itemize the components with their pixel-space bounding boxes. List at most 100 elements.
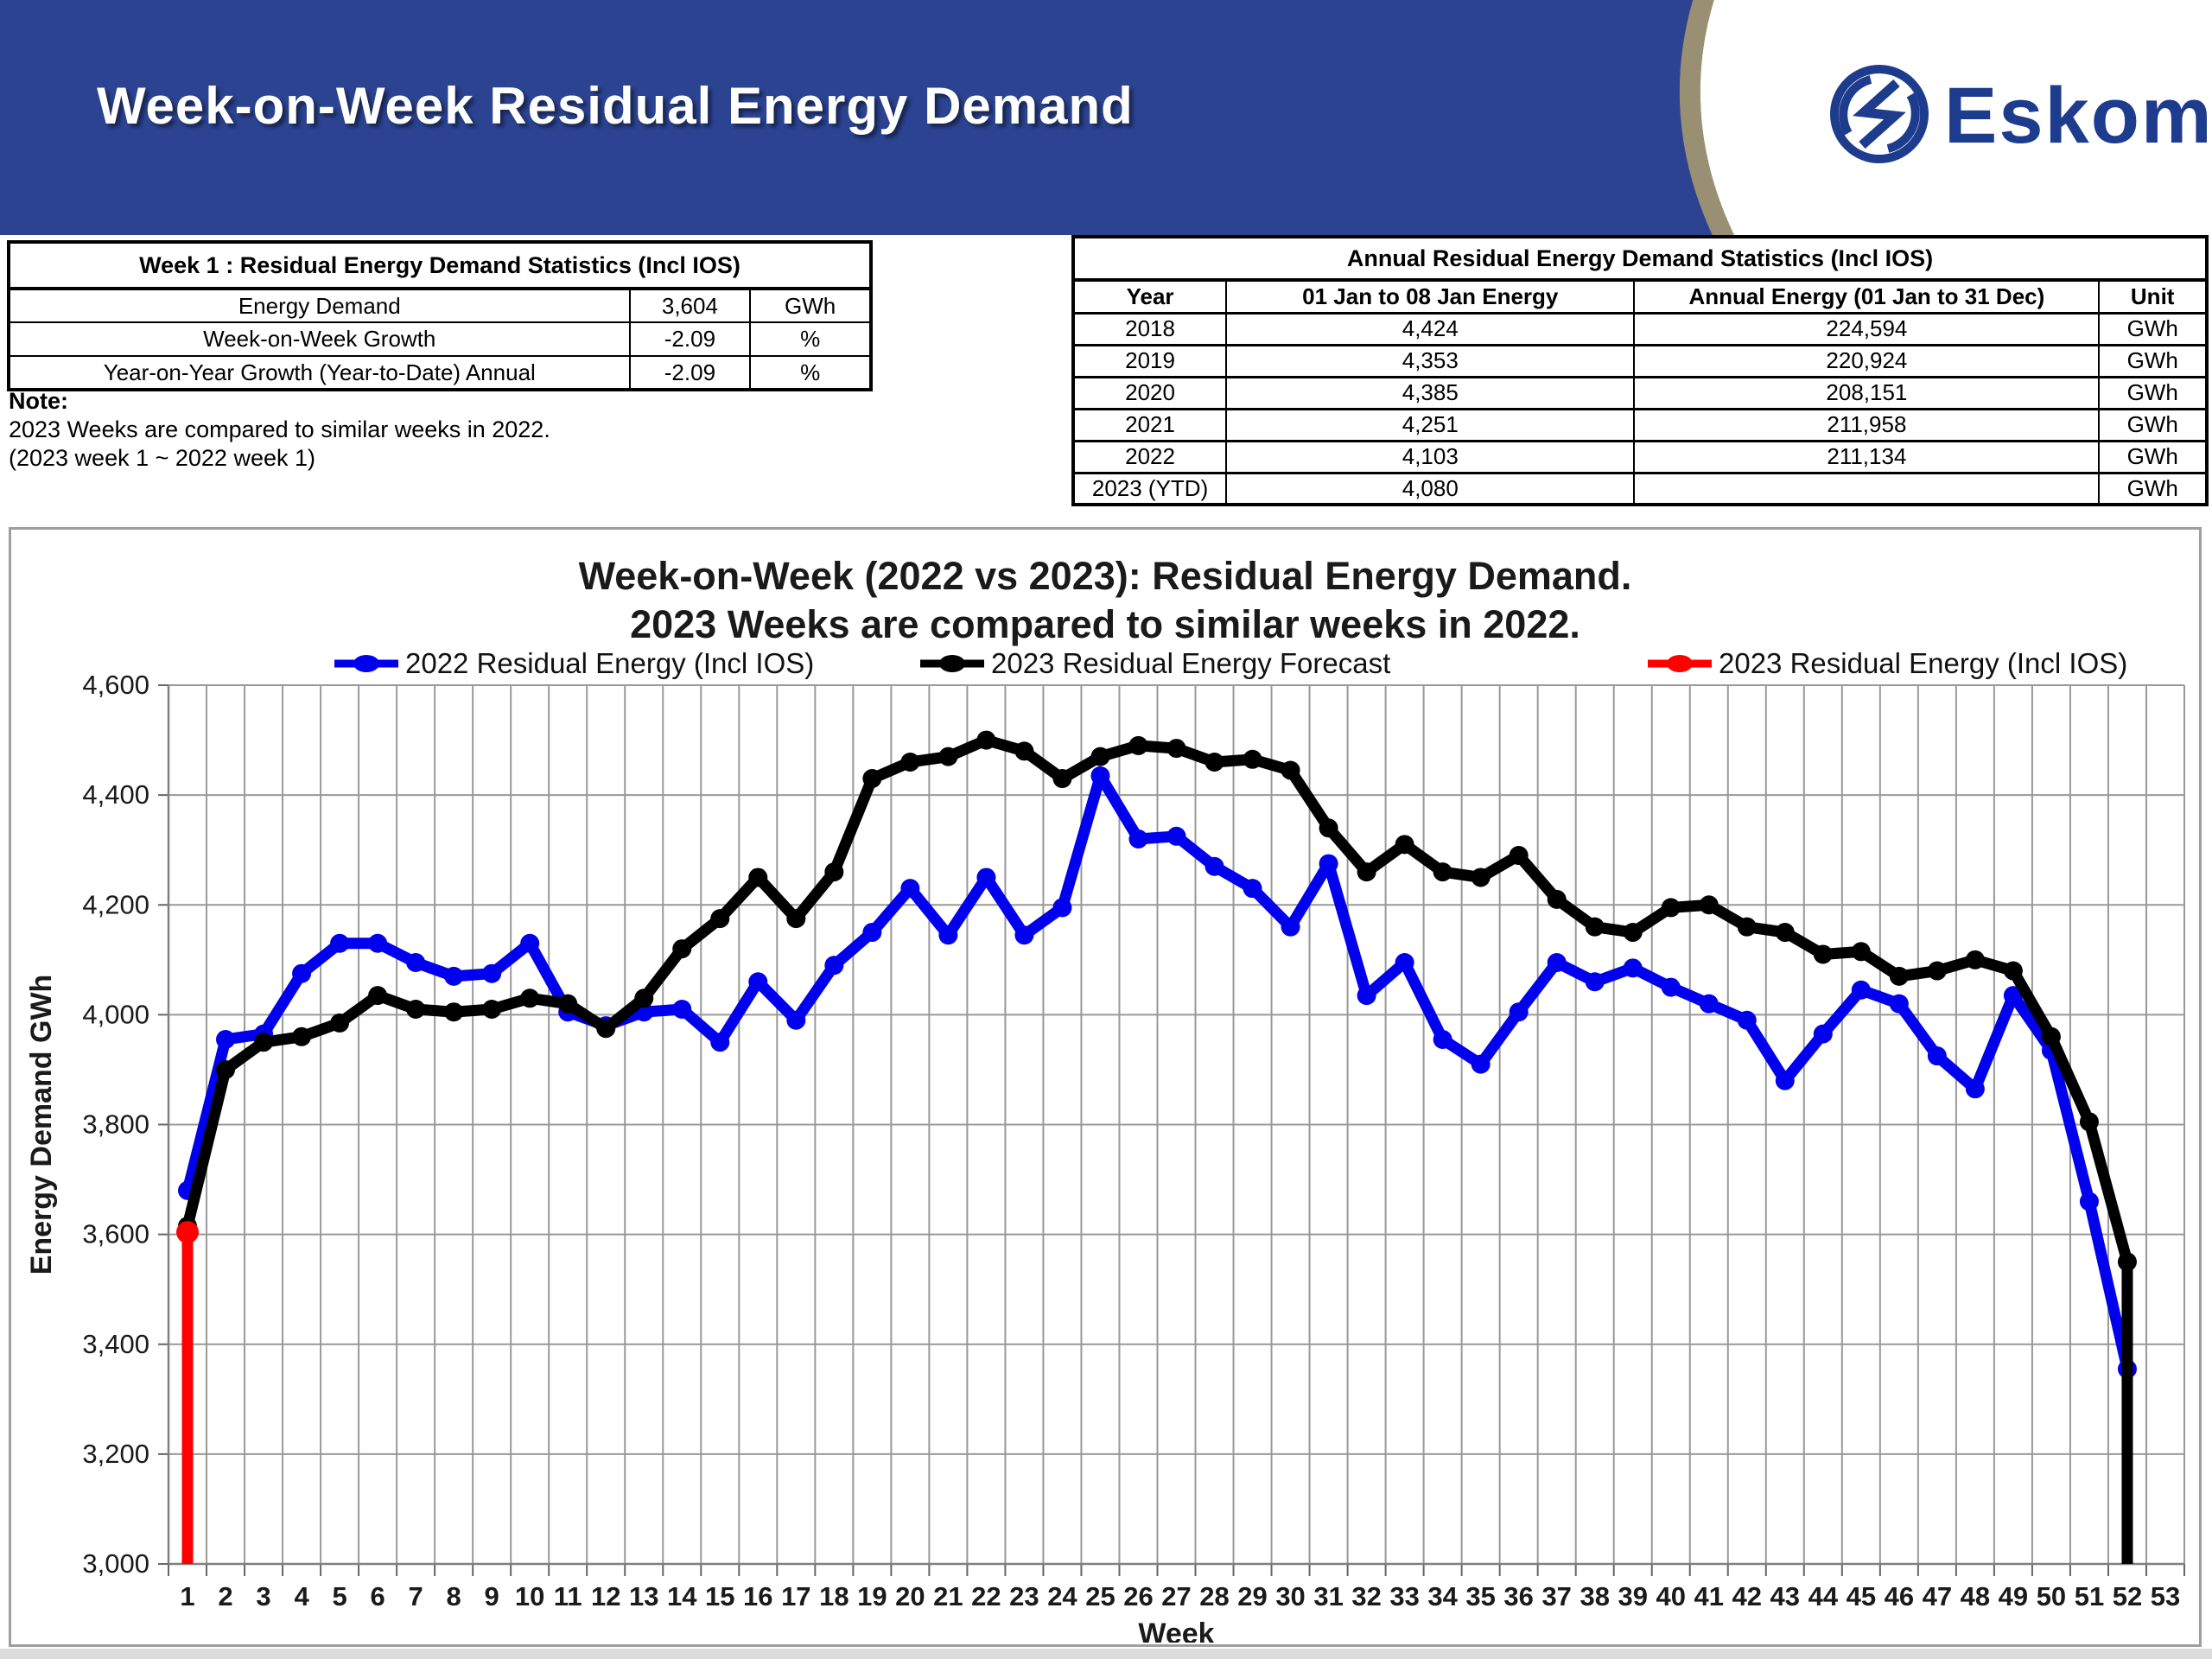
svg-text:31: 31 bbox=[1313, 1581, 1343, 1611]
svg-text:4,400: 4,400 bbox=[82, 779, 149, 810]
svg-text:17: 17 bbox=[781, 1581, 810, 1611]
annual-table-cell: GWh bbox=[2098, 311, 2208, 346]
annual-table-row: 2020 4,385 208,151 GWh bbox=[1071, 375, 2208, 410]
annual-table-cell: 224,594 bbox=[1633, 311, 2101, 346]
chart-plot: 3,000 3,200 3,400 3,600 3,800 4,000 4,200 4,400… bbox=[25, 670, 2185, 1643]
data-point-marker bbox=[1433, 862, 1452, 882]
annual-table-cell: 4,353 bbox=[1225, 343, 1636, 378]
data-point-marker bbox=[1813, 944, 1833, 964]
data-point-marker bbox=[1775, 1071, 1795, 1090]
data-point-marker bbox=[368, 986, 388, 1006]
annual-stats-table: Annual Residual Energy Demand Statistics… bbox=[1071, 235, 2209, 506]
annual-table-row: 2018 4,424 224,594 GWh bbox=[1071, 311, 2208, 346]
data-point-marker bbox=[1243, 749, 1262, 769]
logo-arc bbox=[1679, 0, 1736, 235]
data-point-marker bbox=[1243, 879, 1262, 899]
svg-text:33: 33 bbox=[1389, 1581, 1419, 1611]
data-point-marker bbox=[176, 1221, 200, 1244]
annual-table-row: 2023 (YTD) 4,080 GWh bbox=[1071, 471, 2208, 505]
svg-text:25: 25 bbox=[1085, 1581, 1115, 1611]
annual-table-cell: 220,924 bbox=[1633, 343, 2101, 378]
data-point-marker bbox=[900, 879, 920, 899]
data-point-marker bbox=[1357, 862, 1376, 882]
svg-text:48: 48 bbox=[1961, 1581, 1990, 1611]
svg-text:24: 24 bbox=[1047, 1581, 1077, 1611]
data-point-marker bbox=[710, 909, 730, 929]
data-point-marker bbox=[862, 923, 882, 943]
annual-table-row: 2021 4,251 211,958 GWh bbox=[1071, 407, 2208, 442]
data-point-marker bbox=[1851, 942, 1871, 962]
logo-panel-shape bbox=[1700, 0, 2212, 235]
svg-text:Energy Demand GWh: Energy Demand GWh bbox=[25, 975, 58, 1275]
chart-title-line2: 2023 Weeks are compared to similar weeks… bbox=[630, 602, 1580, 646]
svg-text:39: 39 bbox=[1618, 1581, 1647, 1611]
svg-text:42: 42 bbox=[1732, 1581, 1762, 1611]
svg-text:9: 9 bbox=[485, 1581, 499, 1611]
data-point-marker bbox=[1661, 977, 1681, 997]
data-point-marker bbox=[1585, 972, 1605, 992]
annual-table-row: 2022 4,103 211,134 GWh bbox=[1071, 439, 2208, 474]
week-table-body: Energy Demand 3,604 GWh Week-on-Week Growth… bbox=[8, 288, 872, 391]
annual-table-cell: 4,080 bbox=[1225, 471, 1636, 505]
svg-text:37: 37 bbox=[1541, 1581, 1571, 1611]
data-point-marker bbox=[444, 1002, 464, 1022]
data-point-marker bbox=[1395, 835, 1414, 855]
data-point-marker bbox=[1889, 966, 1909, 986]
bottom-strip bbox=[0, 1649, 2212, 1659]
data-point-marker bbox=[292, 1027, 312, 1046]
svg-text:26: 26 bbox=[1123, 1581, 1153, 1611]
svg-text:32: 32 bbox=[1351, 1581, 1381, 1611]
data-point-marker bbox=[1281, 917, 1300, 937]
svg-text:46: 46 bbox=[1885, 1581, 1914, 1611]
data-point-marker bbox=[976, 730, 996, 750]
svg-text:27: 27 bbox=[1161, 1581, 1191, 1611]
data-point-marker bbox=[710, 1033, 730, 1052]
metric-label: Year-on-Year Growth (Year-to-Date) Annua… bbox=[8, 355, 631, 391]
svg-text:2: 2 bbox=[218, 1581, 232, 1611]
data-point-marker bbox=[368, 933, 388, 953]
data-point-marker bbox=[330, 933, 350, 953]
svg-text:53: 53 bbox=[2151, 1581, 2180, 1611]
eskom-logo: Eskom bbox=[1679, 0, 2212, 235]
data-point-marker bbox=[1509, 1002, 1529, 1022]
column-header: Annual Energy (01 Jan to 31 Dec) bbox=[1633, 279, 2101, 314]
data-point-marker bbox=[1699, 994, 1719, 1014]
data-point-marker bbox=[444, 966, 464, 986]
data-point-marker bbox=[1813, 1024, 1833, 1044]
annual-table-cell: 208,151 bbox=[1633, 375, 2101, 410]
data-point-marker bbox=[1851, 980, 1871, 1000]
annual-table-cell: 4,424 bbox=[1225, 311, 1636, 346]
eskom-logo-text: Eskom bbox=[1944, 72, 2212, 160]
data-point-marker bbox=[1319, 818, 1338, 838]
data-point-marker bbox=[1052, 898, 1072, 918]
data-point-marker bbox=[1661, 898, 1681, 918]
annual-table-cell: GWh bbox=[2098, 375, 2208, 410]
data-point-marker bbox=[1965, 1079, 1985, 1099]
annual-table-cell: 4,251 bbox=[1225, 407, 1636, 442]
data-point-marker bbox=[862, 769, 882, 789]
svg-text:3,400: 3,400 bbox=[82, 1329, 149, 1359]
svg-text:38: 38 bbox=[1580, 1581, 1609, 1611]
data-point-marker bbox=[2041, 1027, 2061, 1046]
annual-table-body: 2018 4,424 224,594 GWh 2019 4,353 220,924 GWh 20… bbox=[1071, 311, 2208, 505]
data-point-marker bbox=[216, 1059, 236, 1079]
annual-table-cell: 211,958 bbox=[1633, 407, 2101, 442]
annual-table-cell bbox=[1633, 471, 2101, 505]
metric-value: -2.09 bbox=[628, 355, 752, 391]
svg-text:3,800: 3,800 bbox=[82, 1109, 149, 1140]
svg-text:52: 52 bbox=[2113, 1581, 2142, 1611]
svg-text:19: 19 bbox=[857, 1581, 887, 1611]
chart-panel: Week-on-Week (2022 vs 2023): Residual En… bbox=[9, 527, 2202, 1647]
annual-table-cell: 2023 (YTD) bbox=[1071, 471, 1228, 505]
chart-title-line1: Week-on-Week (2022 vs 2023): Residual En… bbox=[578, 554, 1632, 598]
data-point-marker bbox=[2003, 986, 2023, 1006]
data-point-marker bbox=[1623, 958, 1643, 978]
week-table-row: Week-on-Week Growth -2.09% bbox=[8, 321, 872, 357]
metric-value: -2.09 bbox=[628, 321, 752, 357]
svg-text:12: 12 bbox=[591, 1581, 620, 1611]
data-point-marker bbox=[748, 868, 768, 887]
note-line-2: (2023 week 1 ~ 2022 week 1) bbox=[9, 445, 315, 471]
data-point-marker bbox=[520, 933, 540, 953]
data-point-marker bbox=[1927, 1046, 1947, 1066]
data-point-marker bbox=[1547, 952, 1567, 972]
